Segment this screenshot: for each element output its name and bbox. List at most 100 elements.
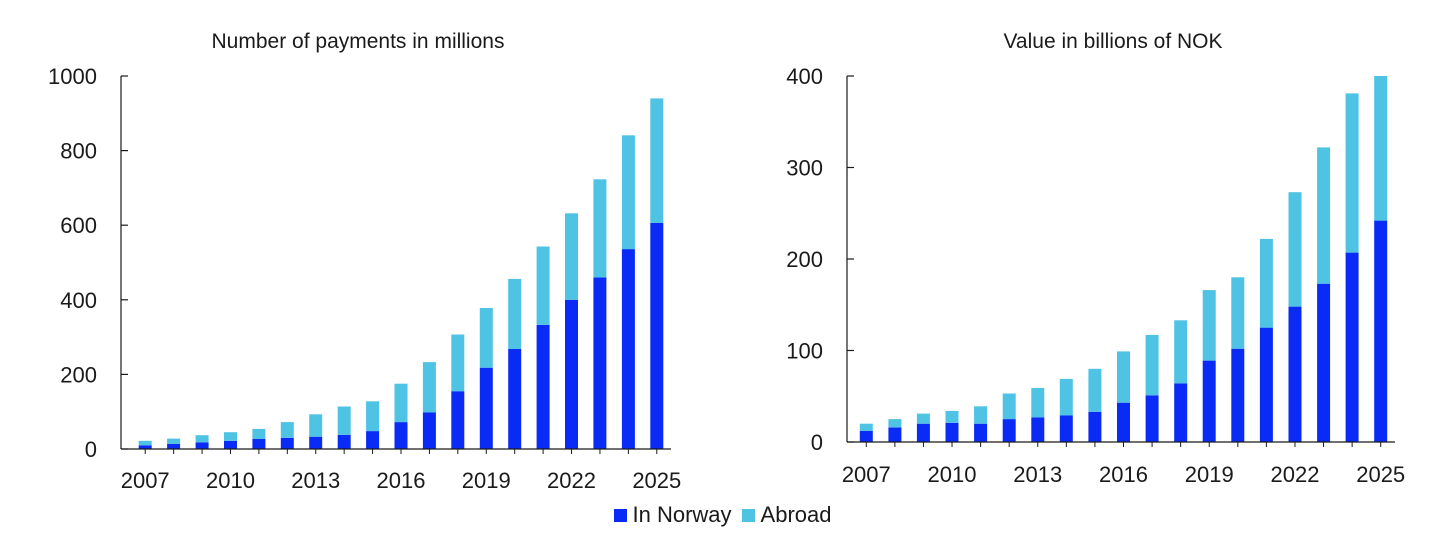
bar-in-norway-2012 bbox=[280, 437, 294, 449]
chart-legend: In Norway Abroad bbox=[0, 500, 1445, 530]
bar-in-norway-2008 bbox=[888, 427, 902, 442]
x-tick-label: 2013 bbox=[1013, 462, 1062, 487]
bar-in-norway-2022 bbox=[565, 299, 578, 449]
bar-abroad-2024 bbox=[1345, 93, 1359, 253]
bar-abroad-2025 bbox=[650, 98, 664, 223]
x-tick-label: 2022 bbox=[1270, 462, 1319, 487]
bar-abroad-2007 bbox=[138, 440, 152, 446]
bar-abroad-2020 bbox=[508, 278, 522, 349]
bar-in-norway-2011 bbox=[974, 423, 988, 442]
y-tick-label: 600 bbox=[60, 213, 97, 238]
bar-in-norway-2014 bbox=[1059, 415, 1073, 442]
x-tick-label: 2019 bbox=[462, 468, 511, 493]
x-tick-label: 2025 bbox=[1356, 462, 1405, 487]
y-tick-label: 800 bbox=[60, 139, 97, 164]
bar-in-norway-2021 bbox=[1259, 327, 1273, 442]
x-tick-label: 2013 bbox=[291, 468, 340, 493]
bar-in-norway-2020 bbox=[508, 349, 522, 449]
legend-swatch-abroad bbox=[741, 508, 755, 522]
bar-abroad-2018 bbox=[1174, 320, 1188, 384]
bar-in-norway-2016 bbox=[394, 422, 408, 449]
bar-abroad-2012 bbox=[280, 422, 294, 438]
bar-abroad-2011 bbox=[974, 406, 988, 424]
y-tick-label: 1000 bbox=[48, 64, 97, 89]
bar-in-norway-2012 bbox=[1002, 419, 1016, 442]
x-tick-label: 2007 bbox=[121, 468, 170, 493]
bar-in-norway-2008 bbox=[167, 443, 181, 449]
bar-in-norway-2015 bbox=[1088, 411, 1102, 442]
y-tick-label: 0 bbox=[811, 430, 823, 455]
bar-in-norway-2013 bbox=[309, 436, 323, 449]
y-tick-label: 400 bbox=[786, 64, 823, 89]
chart-figure: Number of payments in millions 0 200 400 600… bbox=[48, 30, 1405, 493]
bar-in-norway-2016 bbox=[1117, 402, 1130, 442]
bar-abroad-2022 bbox=[565, 213, 578, 300]
chart-title: Number of payments in millions bbox=[212, 30, 505, 53]
bar-in-norway-2020 bbox=[1231, 348, 1245, 442]
x-tick-label: 2010 bbox=[206, 468, 255, 493]
bar-abroad-2009 bbox=[195, 435, 209, 443]
bar-abroad-2023 bbox=[593, 179, 607, 278]
bar-abroad-2009 bbox=[916, 413, 930, 424]
legend-item-abroad: Abroad bbox=[741, 502, 832, 528]
bar-in-norway-2018 bbox=[451, 391, 465, 449]
bar-in-norway-2011 bbox=[252, 438, 266, 449]
bar-abroad-2015 bbox=[1088, 368, 1102, 412]
bar-abroad-2007 bbox=[859, 423, 873, 431]
bar-in-norway-2019 bbox=[1202, 360, 1216, 442]
bar-abroad-2014 bbox=[1059, 378, 1073, 416]
bar-in-norway-2013 bbox=[1031, 417, 1045, 442]
bar-abroad-2012 bbox=[1002, 393, 1016, 420]
bar-in-norway-2015 bbox=[366, 431, 380, 449]
bar-abroad-2008 bbox=[888, 419, 902, 428]
bar-abroad-2013 bbox=[309, 414, 323, 437]
x-tick-label: 2016 bbox=[377, 468, 426, 493]
bar-in-norway-2018 bbox=[1174, 383, 1188, 442]
bar-in-norway-2010 bbox=[945, 422, 959, 442]
legend-item-in-norway: In Norway bbox=[613, 502, 732, 528]
bar-abroad-2018 bbox=[451, 334, 465, 392]
bar-in-norway-2022 bbox=[1288, 306, 1302, 442]
bar-in-norway-2024 bbox=[1345, 252, 1359, 442]
bar-abroad-2016 bbox=[394, 383, 408, 423]
bar-abroad-2021 bbox=[536, 246, 550, 325]
bar-in-norway-2010 bbox=[224, 440, 237, 449]
x-tick-label: 2007 bbox=[842, 462, 891, 487]
chart-panel-1: Number of payments in millions 0 200 400 600… bbox=[48, 30, 681, 493]
bar-in-norway-2023 bbox=[1317, 283, 1331, 442]
chart-title: Value in billions of NOK bbox=[1003, 30, 1222, 53]
y-tick-label: 300 bbox=[786, 156, 823, 181]
x-tick-label: 2025 bbox=[632, 468, 681, 493]
bar-abroad-2021 bbox=[1259, 238, 1273, 328]
x-tick-label: 2016 bbox=[1099, 462, 1148, 487]
bar-abroad-2017 bbox=[422, 362, 436, 413]
bar-in-norway-2023 bbox=[593, 277, 607, 449]
bar-abroad-2011 bbox=[252, 428, 266, 439]
legend-label-abroad: Abroad bbox=[760, 502, 832, 527]
bar-in-norway-2009 bbox=[916, 423, 930, 442]
bar-in-norway-2019 bbox=[479, 367, 493, 449]
bar-abroad-2015 bbox=[366, 401, 380, 432]
bar-in-norway-2007 bbox=[138, 445, 152, 449]
bar-abroad-2010 bbox=[945, 410, 959, 423]
legend-swatch-in-norway bbox=[613, 508, 627, 522]
bar-in-norway-2025 bbox=[650, 223, 664, 449]
bar-abroad-2025 bbox=[1374, 76, 1388, 221]
bar-in-norway-2024 bbox=[621, 249, 635, 449]
bar-abroad-2013 bbox=[1031, 388, 1045, 418]
bar-in-norway-2017 bbox=[422, 412, 436, 449]
bar-abroad-2010 bbox=[224, 432, 237, 441]
y-tick-label: 0 bbox=[85, 437, 97, 462]
x-tick-label: 2019 bbox=[1185, 462, 1234, 487]
x-tick-label: 2022 bbox=[547, 468, 596, 493]
bar-abroad-2024 bbox=[621, 135, 635, 250]
bar-abroad-2020 bbox=[1231, 277, 1245, 349]
bar-abroad-2022 bbox=[1288, 192, 1302, 307]
y-tick-label: 200 bbox=[786, 247, 823, 272]
bar-in-norway-2009 bbox=[195, 442, 209, 449]
bar-abroad-2023 bbox=[1317, 147, 1331, 284]
bar-in-norway-2007 bbox=[859, 431, 873, 442]
y-tick-label: 400 bbox=[60, 288, 97, 313]
y-tick-label: 200 bbox=[60, 362, 97, 387]
bar-abroad-2017 bbox=[1145, 334, 1159, 396]
